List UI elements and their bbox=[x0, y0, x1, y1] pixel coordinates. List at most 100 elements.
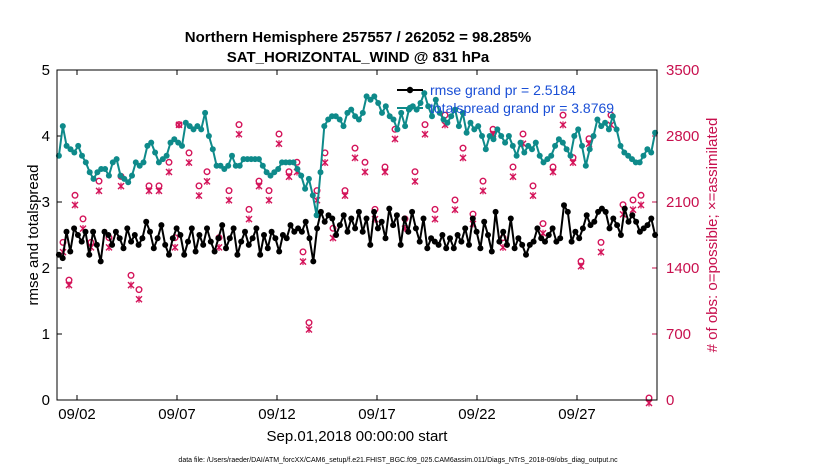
rmse-point bbox=[63, 228, 70, 235]
rmse-point bbox=[139, 235, 146, 242]
rmse-point bbox=[519, 241, 526, 248]
rmse-point bbox=[143, 218, 150, 225]
totalspread-point bbox=[355, 116, 362, 123]
obs-possible-marker bbox=[275, 130, 283, 138]
rmse-point bbox=[393, 212, 400, 219]
totalspread-point bbox=[452, 106, 459, 113]
rmse-point bbox=[435, 241, 442, 248]
rmse-point bbox=[71, 225, 78, 232]
totalspread-point bbox=[594, 116, 601, 123]
left-tick-label: 1 bbox=[42, 326, 50, 343]
obs-possible-marker bbox=[305, 319, 313, 327]
rmse-point bbox=[344, 228, 351, 235]
totalspread-point bbox=[467, 119, 474, 126]
rmse-point bbox=[633, 218, 640, 225]
totalspread-point bbox=[129, 172, 135, 179]
obs-assimilated-marker bbox=[411, 177, 419, 185]
obs-assimilated-marker bbox=[597, 248, 605, 256]
totalspread-point bbox=[475, 123, 482, 130]
obs-possible-marker bbox=[127, 271, 135, 279]
obs-assimilated-marker bbox=[451, 206, 459, 214]
rmse-point bbox=[473, 228, 480, 235]
obs-assimilated-marker bbox=[235, 130, 243, 138]
totalspread-point bbox=[90, 175, 97, 182]
rmse-point bbox=[333, 232, 340, 238]
right-tick-label: 3500 bbox=[666, 62, 699, 79]
obs-assimilated-marker bbox=[629, 206, 637, 214]
rmse-point bbox=[625, 218, 632, 225]
obs-assimilated-marker bbox=[71, 201, 79, 209]
rmse-point bbox=[287, 222, 294, 229]
totalspread-point bbox=[79, 152, 85, 159]
x-axis: 09/02 09/07 09/12 09/17 09/22 09/27 bbox=[58, 70, 596, 423]
rmse-point bbox=[185, 238, 191, 245]
obs-assimilated-marker bbox=[569, 159, 577, 167]
rmse-point bbox=[242, 228, 248, 235]
rmse-point bbox=[481, 218, 488, 225]
obs-assimilated-marker bbox=[637, 201, 645, 209]
obs-possible-marker bbox=[135, 286, 143, 294]
right-tick-label: 1400 bbox=[666, 260, 699, 277]
totalspread-point bbox=[113, 156, 120, 163]
rmse-point bbox=[336, 222, 343, 229]
totalspread-point bbox=[536, 152, 543, 159]
x-axis-label: Sep.01,2018 00:00:00 start bbox=[267, 428, 449, 445]
totalspread-point bbox=[313, 212, 320, 219]
rmse-point bbox=[545, 232, 552, 238]
rmse-point bbox=[378, 218, 385, 225]
obs-assimilated-marker bbox=[135, 295, 143, 303]
rmse-point bbox=[298, 228, 305, 235]
right-tick-label: 2800 bbox=[666, 128, 699, 145]
totalspread-point bbox=[163, 152, 170, 159]
rmse-point bbox=[116, 235, 123, 242]
totalspread-point bbox=[494, 126, 501, 133]
rmse-point bbox=[230, 225, 237, 232]
totalspread-point bbox=[459, 109, 466, 116]
totalspread-point bbox=[513, 152, 520, 159]
rmse-point bbox=[401, 215, 408, 222]
obs-assimilated-marker bbox=[351, 154, 359, 162]
obs-assimilated-marker bbox=[255, 182, 263, 190]
totalspread-point bbox=[590, 133, 597, 139]
obs-assimilated-marker bbox=[391, 135, 399, 143]
totalspread-point bbox=[640, 152, 647, 159]
rmse-point bbox=[109, 241, 116, 248]
totalspread-point bbox=[448, 113, 455, 120]
rmse-point bbox=[572, 228, 579, 235]
totalspread-point bbox=[225, 162, 232, 169]
obs-assimilated-marker bbox=[185, 159, 193, 167]
rmse-point bbox=[207, 238, 214, 245]
totalspread-point bbox=[517, 139, 524, 146]
totalspread-point bbox=[509, 142, 516, 149]
totalspread-point bbox=[398, 109, 405, 116]
left-tick-label: 4 bbox=[42, 128, 50, 145]
rmse-point bbox=[542, 238, 548, 245]
obs-possible-marker bbox=[411, 168, 419, 176]
obs-possible-marker bbox=[509, 163, 517, 171]
left-tick-label: 5 bbox=[42, 62, 50, 79]
totalspread-point bbox=[540, 159, 547, 166]
obs-possible-marker bbox=[95, 177, 103, 185]
rmse-point bbox=[583, 212, 590, 219]
x-tick-label: 09/07 bbox=[158, 406, 196, 423]
rmse-point bbox=[306, 235, 313, 242]
rmse-point bbox=[173, 225, 180, 232]
obs-possible-marker bbox=[597, 238, 605, 246]
rmse-point bbox=[74, 232, 81, 238]
rmse-point bbox=[200, 241, 207, 248]
rmse-point bbox=[283, 235, 290, 242]
rmse-point bbox=[511, 245, 518, 252]
rmse-point bbox=[219, 222, 226, 229]
obs-assimilated-marker bbox=[421, 130, 429, 138]
rmse-point bbox=[188, 225, 195, 232]
totalspread-point bbox=[259, 162, 266, 169]
legend: rmse grand pr = 2.5184 totalspread grand… bbox=[397, 82, 614, 116]
rmse-point bbox=[272, 235, 279, 242]
rmse-point bbox=[226, 235, 233, 242]
rmse-point bbox=[310, 258, 317, 265]
rmse-point bbox=[466, 241, 472, 248]
obs-assimilated-marker bbox=[127, 281, 135, 289]
totalspread-point bbox=[332, 113, 339, 120]
totalspread-point bbox=[571, 133, 578, 139]
